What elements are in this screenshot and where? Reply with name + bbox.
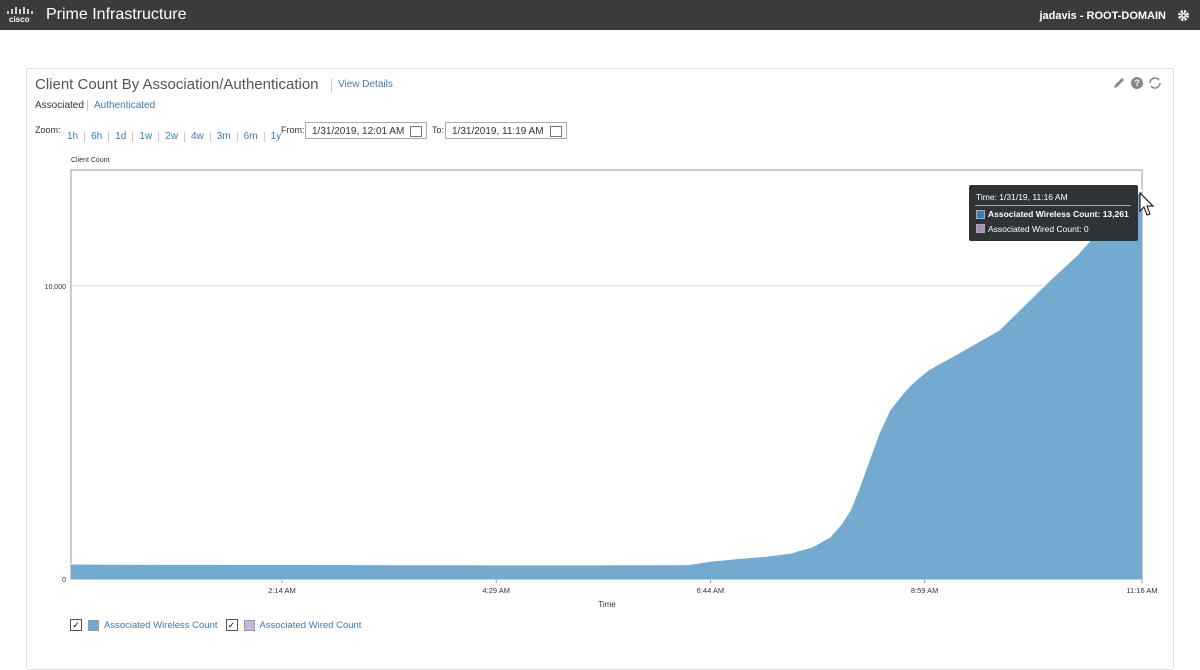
legend-swatch xyxy=(88,619,99,631)
edit-icon[interactable] xyxy=(1114,78,1124,88)
tooltip-swatch xyxy=(976,210,985,219)
legend-swatch xyxy=(243,619,255,631)
legend-item[interactable]: ✓ Associated Wired Count xyxy=(225,619,362,631)
from-label: From: xyxy=(281,125,305,135)
to-date[interactable]: 1/31/2019, 11:19 AM xyxy=(445,122,567,139)
zoom-option[interactable]: 2w xyxy=(158,132,184,142)
tooltip-time: Time: 1/31/19, 11:16 AM xyxy=(976,192,1068,202)
zoom-label: Zoom: xyxy=(35,125,61,135)
user-menu[interactable]: jadavis - ROOT-DOMAIN xyxy=(1039,10,1166,22)
product-name: Prime Infrastructure xyxy=(46,6,187,23)
legend: ✓ Associated Wireless Count ✓ Associated Wi… xyxy=(70,615,369,631)
to-label: To: xyxy=(432,125,445,135)
area xyxy=(71,190,1142,579)
dashlet-tools: ? xyxy=(1114,77,1161,89)
tooltip: Time: 1/31/19, 11:16 AM Associated Wirel… xyxy=(969,185,1138,241)
calendar-icon[interactable] xyxy=(410,126,422,137)
svg-text:?: ? xyxy=(1134,78,1140,88)
from-date-text: 1/31/2019, 12:01 AM xyxy=(312,126,405,137)
area-line xyxy=(70,189,1143,566)
x-tick-label: 6:44 AM xyxy=(697,586,725,595)
top-bar: cisco Prime Infrastructure jadavis - ROO… xyxy=(0,0,1200,30)
zoom-option[interactable]: 1w xyxy=(132,132,158,142)
dashlet-title: Client Count By Association/Authenticati… xyxy=(35,76,319,93)
refresh-icon[interactable] xyxy=(1149,77,1161,89)
view-details-link[interactable]: View Details xyxy=(338,79,393,90)
legend-label: Associated Wireless Count xyxy=(104,619,218,631)
tooltip-line: Associated Wired Count: 0 xyxy=(988,224,1089,234)
zoom-options: 1h 6h 1d 1w 2w 4w 3m 6m 1y xyxy=(61,126,287,144)
y-tick-label: 0 xyxy=(62,577,66,584)
legend-item[interactable]: ✓ Associated Wireless Count xyxy=(70,619,218,631)
zoom-option[interactable]: 3m xyxy=(209,132,237,142)
tooltip-divider xyxy=(975,205,1131,206)
calendar-icon[interactable] xyxy=(550,126,562,137)
logo-bars xyxy=(7,7,33,14)
legend-label: Associated Wired Count xyxy=(259,619,362,631)
legend-checkbox[interactable]: ✓ xyxy=(225,619,238,631)
y-axis-label: Client Count xyxy=(71,157,110,164)
settings-icon[interactable] xyxy=(1177,9,1190,22)
zoom-option[interactable]: 4w xyxy=(183,132,210,142)
x-axis-label: Time xyxy=(598,600,616,609)
help-icon[interactable]: ? xyxy=(1131,77,1143,89)
x-tick-label: 2:14 AM xyxy=(268,586,296,595)
tooltip-line: Associated Wireless Count: 13,261 xyxy=(988,209,1129,219)
logo-text: cisco xyxy=(9,15,30,24)
x-tick-label: 11:16 AM xyxy=(1126,586,1157,595)
view-details[interactable]: View Details xyxy=(331,78,393,92)
chart: Client Count Time 0 10,000 2:14 AM 4:29 AM 6… xyxy=(45,157,1158,609)
y-tick-label: 10,000 xyxy=(45,284,67,291)
zoom-option[interactable]: 6m xyxy=(236,132,264,142)
zoom-option[interactable]: 1h xyxy=(67,131,79,142)
x-tick-label: 8:59 AM xyxy=(911,586,939,595)
to-date-text: 1/31/2019, 11:19 AM xyxy=(452,126,544,137)
zoom-option[interactable]: 6h xyxy=(84,132,108,142)
zoom-option[interactable]: 1d xyxy=(108,132,132,142)
tooltip-swatch xyxy=(976,224,985,233)
zoom-option[interactable]: 1y xyxy=(263,132,288,142)
cursor xyxy=(1139,192,1155,216)
tab-authenticated[interactable]: Authenticated xyxy=(87,100,155,111)
tab-associated[interactable]: Associated xyxy=(35,100,84,111)
legend-checkbox[interactable]: ✓ xyxy=(70,619,82,631)
from-date[interactable]: 1/31/2019, 12:01 AM xyxy=(305,122,427,139)
x-tick-label: 4:29 AM xyxy=(482,586,510,595)
